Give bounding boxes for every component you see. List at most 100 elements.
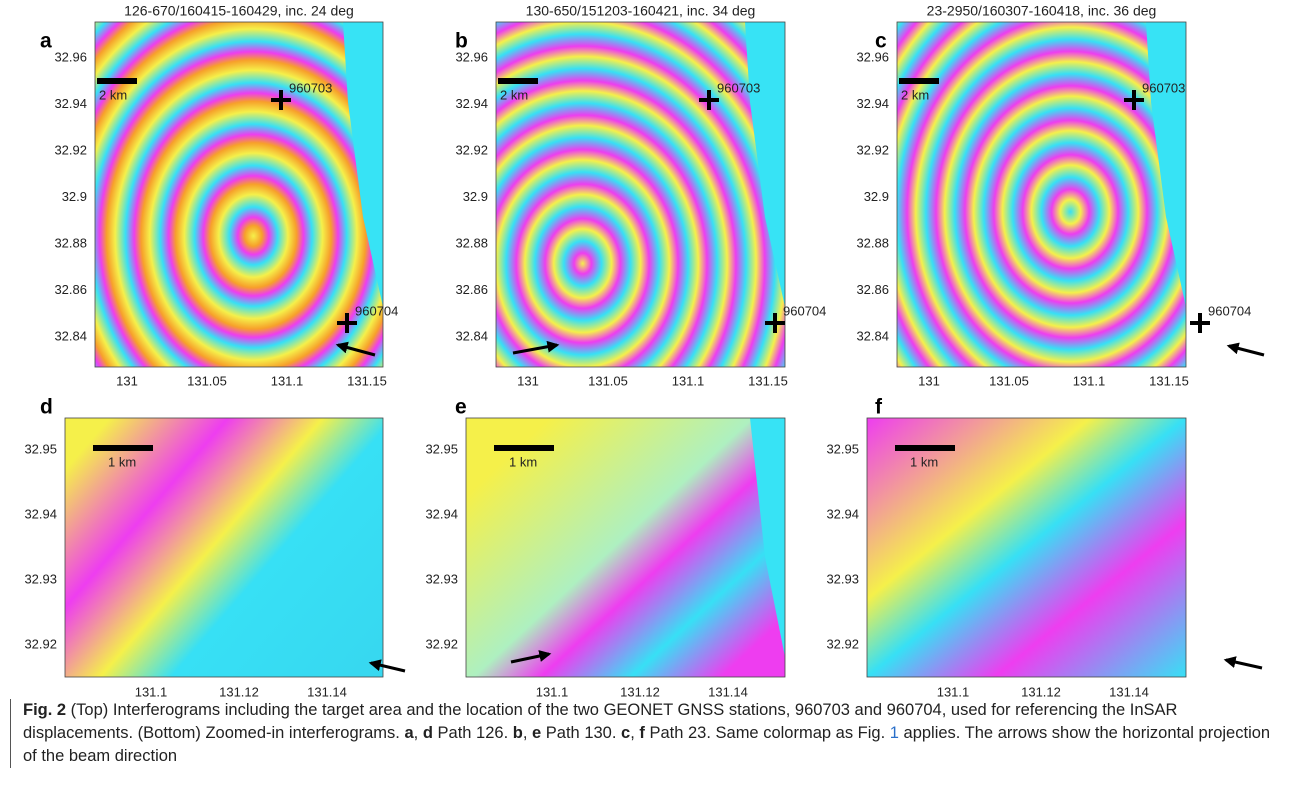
caption-ref: b	[512, 724, 523, 742]
y-tick-label: 32.86	[856, 282, 889, 297]
y-tick-label: 32.92	[826, 636, 859, 651]
image-frame	[64, 417, 384, 678]
caption-ref: c	[621, 724, 631, 742]
image-frame	[94, 21, 384, 368]
y-tick-label: 32.84	[54, 328, 87, 343]
beam-arrow	[1223, 656, 1263, 670]
figure: a 126-670/160415-160429, inc. 24 deg 32.96…	[24, 3, 1265, 699]
sea-area	[1146, 22, 1186, 307]
caption-text: Path 126.	[432, 724, 513, 742]
interferogram	[466, 418, 785, 677]
station-label: 960704	[1208, 303, 1251, 318]
panel-letter: d	[40, 396, 53, 419]
x-tick-label: 131.05	[588, 373, 628, 388]
station-label: 960703	[289, 80, 332, 95]
panel-letter: b	[455, 30, 468, 53]
scale-bar	[93, 445, 153, 451]
scale-label: 1 km	[910, 454, 938, 469]
x-tick-label: 131.1	[937, 684, 970, 699]
y-tick-label: 32.96	[455, 49, 488, 64]
x-tick-label: 131.14	[1109, 684, 1149, 699]
x-tick-label: 131.12	[1021, 684, 1061, 699]
y-tick-label: 32.86	[455, 282, 488, 297]
scale-label: 2 km	[500, 87, 528, 102]
panel-letter: c	[875, 30, 887, 53]
y-tick-label: 32.88	[856, 235, 889, 250]
x-tick-label: 131.05	[187, 373, 227, 388]
y-tick-label: 32.93	[826, 571, 859, 586]
panel-title: 23-2950/160307-160418, inc. 36 deg	[927, 3, 1157, 19]
image-frame	[866, 417, 1187, 678]
panel-letter: f	[875, 396, 883, 419]
station-marker	[699, 90, 719, 110]
y-tick-label: 32.84	[856, 328, 889, 343]
y-tick-label: 32.92	[856, 142, 889, 157]
station-marker	[1190, 313, 1210, 333]
scale-bar	[494, 445, 554, 451]
station-label: 960703	[1142, 80, 1185, 95]
y-tick-label: 32.86	[54, 282, 87, 297]
y-tick-label: 32.93	[425, 571, 458, 586]
scale-bar	[498, 78, 538, 84]
station-label: 960703	[717, 80, 760, 95]
y-tick-label: 32.92	[54, 142, 87, 157]
beam-arrow	[510, 650, 552, 664]
caption-label: Fig. 2	[23, 701, 67, 719]
y-tick-label: 32.92	[455, 142, 488, 157]
scale-bar	[899, 78, 939, 84]
beam-arrow	[368, 659, 406, 673]
panel-title: 126-670/160415-160429, inc. 24 deg	[124, 3, 354, 19]
y-tick-label: 32.94	[54, 96, 87, 111]
x-tick-label: 131.15	[748, 373, 788, 388]
caption-text: applies. The arrows show the horizontal …	[23, 724, 1271, 765]
x-tick-label: 131.14	[708, 684, 748, 699]
x-tick-label: 131	[116, 373, 138, 388]
y-tick-label: 32.9	[864, 189, 889, 204]
x-tick-label: 131	[517, 373, 539, 388]
caption-text: Path 23. Same colormap as Fig.	[644, 724, 890, 742]
caption-ref: a	[404, 724, 414, 742]
beam-arrow	[512, 340, 560, 355]
caption-text: (Top) Interferograms including the targe…	[23, 701, 1178, 742]
x-tick-label: 131.12	[620, 684, 660, 699]
interferogram	[867, 418, 1186, 677]
y-tick-label: 32.88	[455, 235, 488, 250]
image-frame	[465, 417, 786, 678]
beam-arrow	[1226, 342, 1265, 357]
caption-text: ,	[522, 724, 533, 742]
y-tick-label: 32.84	[455, 328, 488, 343]
y-tick-label: 32.9	[463, 189, 488, 204]
interferogram	[897, 22, 1186, 367]
scale-label: 2 km	[99, 87, 127, 102]
y-tick-label: 32.95	[425, 441, 458, 456]
beam-arrow	[335, 341, 376, 357]
y-tick-label: 32.9	[62, 189, 87, 204]
y-tick-label: 32.94	[425, 506, 458, 521]
y-tick-label: 32.96	[54, 49, 87, 64]
y-tick-label: 32.94	[24, 506, 57, 521]
station-label: 960704	[355, 303, 398, 318]
station-label: 960704	[783, 303, 826, 318]
y-tick-label: 32.96	[856, 49, 889, 64]
caption-ref: f	[639, 724, 645, 742]
figure-link[interactable]: 1	[889, 724, 899, 742]
sea-area	[343, 22, 383, 307]
scale-bar	[895, 445, 955, 451]
scale-bar	[97, 78, 137, 84]
station-marker	[337, 313, 357, 333]
y-tick-label: 32.92	[425, 636, 458, 651]
y-tick-label: 32.95	[24, 441, 57, 456]
scale-label: 2 km	[901, 87, 929, 102]
y-tick-label: 32.94	[455, 96, 488, 111]
scale-label: 1 km	[108, 454, 136, 469]
y-tick-label: 32.95	[826, 441, 859, 456]
scale-label: 1 km	[509, 454, 537, 469]
panel-letter: a	[40, 30, 52, 53]
x-tick-label: 131.1	[672, 373, 705, 388]
y-tick-label: 32.88	[54, 235, 87, 250]
x-tick-label: 131.15	[347, 373, 387, 388]
interferogram	[65, 418, 383, 677]
x-tick-label: 131	[918, 373, 940, 388]
y-tick-label: 32.94	[826, 506, 859, 521]
